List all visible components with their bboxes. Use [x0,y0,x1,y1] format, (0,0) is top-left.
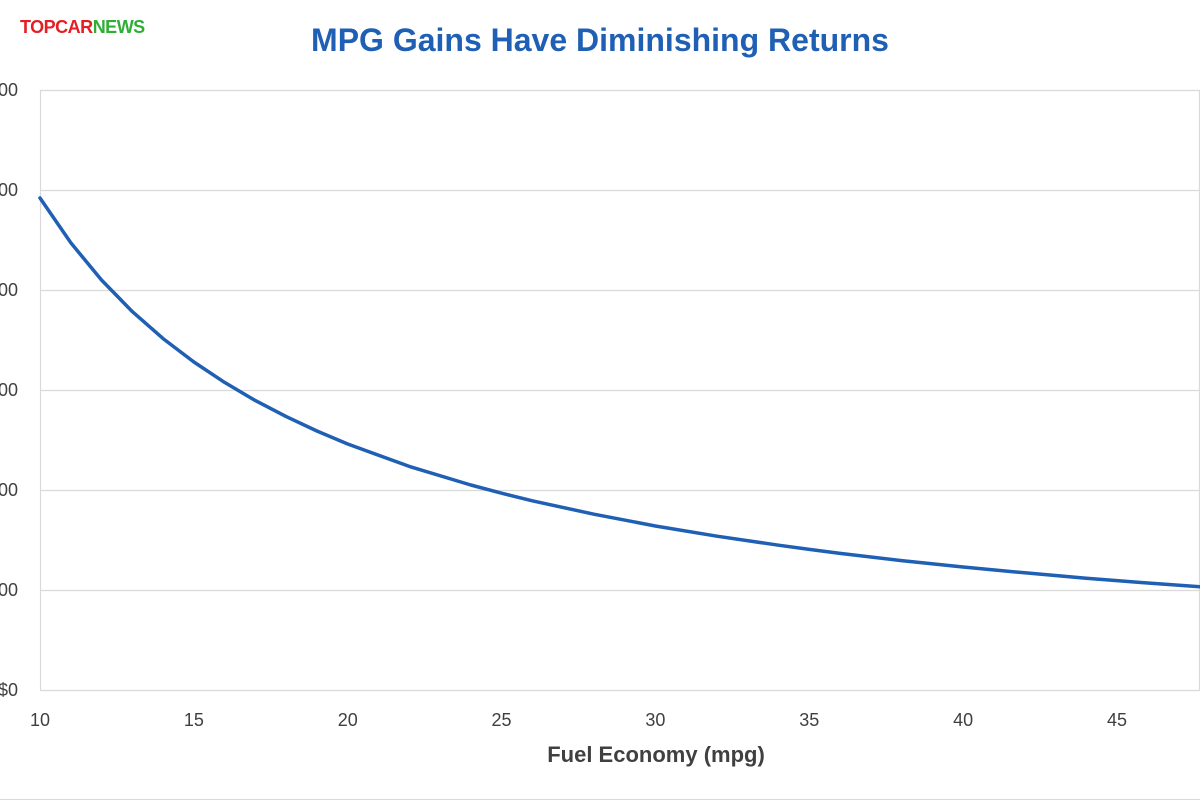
x-tick-label-10: 10 [30,710,50,730]
y-tick-label-0: $0 [0,680,18,700]
series [38,196,1200,589]
x-tick-label-15: 15 [184,710,204,730]
x-tick-label-35: 35 [799,710,819,730]
brand-logo: TOPCARNEWS [20,16,145,38]
grid [40,89,1200,692]
y-tick-label-2000: 00 [0,280,18,300]
x-axis-label: Fuel Economy (mpg) [547,742,765,767]
y-tick-label-500: 00 [0,580,18,600]
y-tick-label-1000: 00 [0,480,18,500]
tick-labels: $0 00 00 00 00 00 00 10 15 20 25 30 35 40 45 [0,80,1127,730]
chart-title: MPG Gains Have Diminishing Returns [311,22,889,58]
x-tick-label-20: 20 [338,710,358,730]
x-tick-label-40: 40 [953,710,973,730]
x-tick-label-45: 45 [1107,710,1127,730]
brand-logo-part1: TOPCAR [20,17,93,37]
brand-logo-part2: NEWS [92,17,146,37]
x-tick-label-30: 30 [645,710,665,730]
y-tick-label-3000: 00 [0,80,18,100]
y-tick-label-1500: 00 [0,380,18,400]
series-line-0 [38,196,1200,589]
x-tick-label-25: 25 [492,710,512,730]
y-tick-label-2500: 00 [0,180,18,200]
